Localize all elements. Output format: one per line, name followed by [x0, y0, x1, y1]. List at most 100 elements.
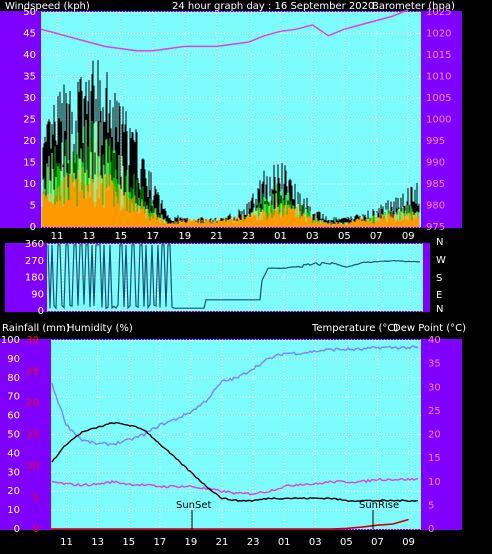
- barometer-y-tick-label: 1025: [426, 7, 451, 18]
- wind-x-tick-label: 05: [338, 231, 351, 242]
- direction-label: S: [436, 273, 442, 284]
- temp-x-tick-label: 03: [309, 537, 322, 548]
- humidity-y-tick-label: 80: [7, 373, 20, 384]
- rainfall-line: [51, 518, 409, 530]
- barometer-y-tick-label: 1010: [426, 72, 451, 83]
- sunrise-label: SunRise: [359, 500, 399, 511]
- wind-y-tick-label: 25: [23, 115, 36, 126]
- temperature-y-tick-label: 25: [428, 406, 441, 417]
- wind-y-tick-label: 10: [23, 179, 36, 190]
- rain-y-tick-label: 15: [26, 430, 39, 441]
- wind-x-tick-label: 13: [83, 231, 96, 242]
- rain-y-tick-label: 25: [26, 367, 39, 378]
- temp-x-tick-label: 05: [340, 537, 353, 548]
- direction-label: W: [436, 255, 446, 266]
- temp-x-tick-label: 13: [91, 537, 104, 548]
- temperature-y-tick-label: 5: [428, 500, 434, 511]
- temp-x-tick-label: 07: [371, 537, 384, 548]
- temp-plot-area: [51, 340, 421, 529]
- rain-y-tick-label: 10: [26, 461, 39, 472]
- date-title: 24 hour graph day : 16 September 2020: [172, 1, 374, 12]
- humidity-y-tick-label: 20: [7, 486, 20, 497]
- wind-y-tick-label: 45: [23, 29, 36, 40]
- barometer-y-tick-label: 1000: [426, 115, 451, 126]
- temperature-y-tick-label: 30: [428, 382, 441, 393]
- humidity-y-tick-label: 50: [7, 430, 20, 441]
- temperature-y-tick-label: 20: [428, 430, 441, 441]
- wind-y-tick-label: 15: [23, 158, 36, 169]
- wind-y-tick-label: 50: [23, 7, 36, 18]
- wind-x-tick-label: 07: [370, 231, 383, 242]
- wind-x-tick-label: 23: [242, 231, 255, 242]
- direction-label: N: [436, 304, 443, 315]
- temp-x-tick-label: 09: [402, 537, 415, 548]
- humidity-y-tick-label: 0: [14, 524, 20, 535]
- direction-line: [47, 244, 421, 310]
- temperature-y-tick-label: 40: [428, 335, 441, 346]
- rain-title: Rainfall (mm): [2, 323, 70, 334]
- wind-x-tick-label: 11: [51, 231, 64, 242]
- humidity-line: [51, 345, 419, 447]
- direction-y-tick-label: 0: [38, 306, 44, 317]
- temp-x-tick-label: 19: [185, 537, 198, 548]
- barometer-y-tick-label: 995: [426, 136, 445, 147]
- barometer-y-tick-label: 1015: [426, 50, 451, 61]
- barometer-title: Barometer (hpa): [372, 1, 455, 12]
- temperature-y-tick-label: 15: [428, 453, 441, 464]
- temperature-y-tick-label: 0: [428, 524, 434, 535]
- wind-x-tick-label: 15: [114, 231, 127, 242]
- humidity-y-tick-label: 10: [7, 505, 20, 516]
- dewpoint-title: Dew Point (°C): [393, 323, 466, 334]
- temperature-y-tick-label: 35: [428, 359, 441, 370]
- wind-y-tick-label: 0: [30, 222, 36, 233]
- humidity-y-tick-label: 30: [7, 467, 20, 478]
- humidity-y-tick-label: 60: [7, 411, 20, 422]
- wind-title: Windspeed (kph): [5, 1, 90, 12]
- dewpoint-line: [51, 477, 419, 496]
- temp-x-tick-label: 15: [122, 537, 135, 548]
- wind-y-tick-label: 40: [23, 50, 36, 61]
- wind-x-tick-label: 21: [210, 231, 223, 242]
- wind-y-tick-label: 5: [30, 201, 36, 212]
- humidity-y-tick-label: 90: [7, 354, 20, 365]
- direction-y-tick-label: 180: [25, 273, 44, 284]
- barometer-y-tick-label: 975: [426, 222, 445, 233]
- humidity-y-tick-label: 40: [7, 448, 20, 459]
- wind-x-tick-label: 17: [146, 231, 159, 242]
- wind-y-tick-label: 20: [23, 136, 36, 147]
- wind-y-tick-label: 35: [23, 72, 36, 83]
- direction-y-tick-label: 360: [25, 239, 44, 250]
- wind-x-tick-label: 19: [178, 231, 191, 242]
- temp-x-tick-label: 21: [216, 537, 229, 548]
- direction-label: E: [436, 290, 442, 301]
- direction-chart: 0 90 180 270 360: [5, 239, 430, 317]
- direction-label: N: [436, 237, 443, 248]
- wind-x-tick-label: 01: [274, 231, 287, 242]
- temperature-humidity-chart: 0 10 20 30 40 50 60 70 80 90 100 0 5 10 15 20 25 30 0 5 10…: [0, 335, 462, 535]
- temperature-line: [51, 421, 419, 503]
- temp-x-tick-label: 11: [60, 537, 73, 548]
- humidity-y-tick-label: 100: [1, 335, 20, 346]
- rain-y-tick-label: 5: [33, 493, 39, 504]
- temp-x-tick-label: 23: [247, 537, 260, 548]
- humidity-title: Humidity (%): [67, 323, 133, 334]
- temp-x-tick-label: 01: [278, 537, 291, 548]
- direction-y-tick-label: 90: [31, 289, 44, 300]
- humidity-y-tick-label: 70: [7, 392, 20, 403]
- wind-x-tick-label: 03: [306, 231, 319, 242]
- barometer-line: [40, 9, 409, 52]
- barometer-y-tick-label: 1005: [426, 93, 451, 104]
- sunset-label: SunSet: [176, 500, 212, 511]
- direction-y-tick-label: 270: [25, 256, 44, 267]
- rain-y-tick-label: 0: [33, 524, 39, 535]
- wind-x-tick-label: 09: [402, 231, 415, 242]
- rain-y-tick-label: 20: [26, 398, 39, 409]
- barometer-y-tick-label: 990: [426, 158, 445, 169]
- barometer-y-tick-label: 985: [426, 179, 445, 190]
- temperature-title: Temperature (°C): [311, 323, 398, 334]
- temperature-y-tick-label: 10: [428, 477, 441, 488]
- barometer-y-tick-label: 980: [426, 201, 445, 212]
- temp-x-tick-label: 17: [153, 537, 166, 548]
